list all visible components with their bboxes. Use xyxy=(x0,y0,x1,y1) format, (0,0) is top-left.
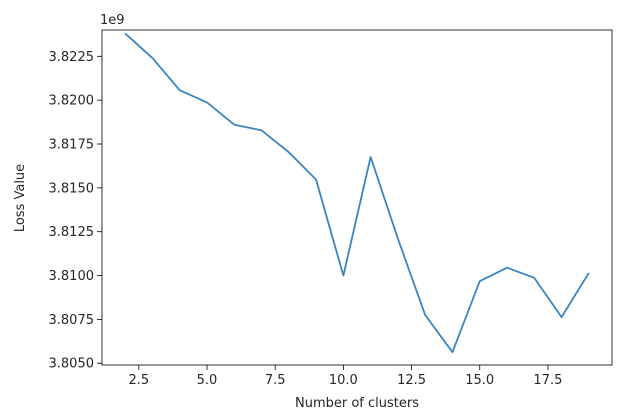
y-tick-label: 3.8175 xyxy=(49,138,95,153)
x-tick-label: 12.5 xyxy=(397,373,426,388)
x-tick-label: 2.5 xyxy=(128,373,149,388)
y-tick-label: 3.8075 xyxy=(49,313,95,328)
y-tick-label: 3.8150 xyxy=(49,181,95,196)
x-tick-label: 17.5 xyxy=(533,373,562,388)
y-offset-label: 1e9 xyxy=(100,13,125,28)
x-tick-label: 15.0 xyxy=(465,373,494,388)
plot-frame xyxy=(101,29,613,366)
y-tick-label: 3.8100 xyxy=(49,269,95,284)
y-tick-label: 3.8200 xyxy=(49,94,95,109)
y-tick-label: 3.8125 xyxy=(49,225,95,240)
x-axis-label: Number of clusters xyxy=(295,396,419,411)
y-axis-label: Loss Value xyxy=(13,164,28,232)
y-axis-ticks: 3.8050 3.8075 3.8100 3.8125 3.8150 3.8175 3.82… xyxy=(49,50,102,372)
x-tick-label: 7.5 xyxy=(265,373,286,388)
y-tick-label: 3.8050 xyxy=(49,357,95,372)
plot-area xyxy=(101,29,613,366)
x-tick-label: 10.0 xyxy=(329,373,358,388)
x-axis-ticks: 2.5 5.0 7.5 10.0 12.5 15.0 17.5 xyxy=(128,365,562,388)
y-tick-label: 3.8225 xyxy=(49,50,95,65)
x-tick-label: 5.0 xyxy=(197,373,218,388)
loss-series-line xyxy=(124,32,590,354)
